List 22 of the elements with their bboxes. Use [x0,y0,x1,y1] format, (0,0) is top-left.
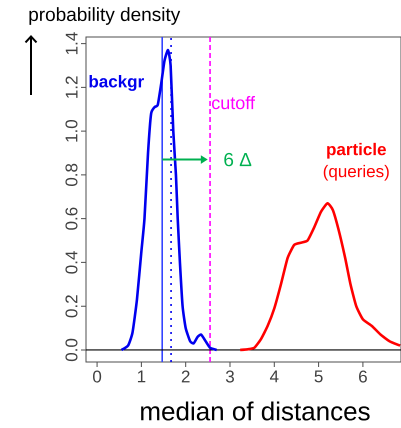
line-series [238,202,401,352]
x-tick-label: 6 [359,370,367,383]
y-tick-label: 1.0 [65,120,78,142]
x-axis-title: median of distances [141,401,370,421]
y-tick-label: 1.2 [66,76,78,98]
ref-line-label: cutoff [212,96,255,110]
series-label: particle (queries) [324,142,389,181]
y-tick-label: 0.2 [65,295,78,318]
series-label: backgr [90,75,144,91]
y-tick-label: 0.8 [65,164,78,186]
y-tick-label: 0.4 [65,251,78,274]
x-tick-label: 0 [93,370,102,383]
y-axis-title: probability density [29,7,180,25]
x-tick-label: 3 [226,370,234,383]
x-tick-label: 1 [138,370,146,382]
y-tick-label: 0.0 [65,338,78,362]
x-tick-label: 2 [182,370,190,382]
y-tick-label: 1.4 [66,32,78,54]
x-tick-label: 5 [314,370,323,382]
x-tick-label: 4 [270,370,279,382]
y-tick-label: 0.6 [65,208,78,230]
annotation: 6 Δ [224,152,252,166]
